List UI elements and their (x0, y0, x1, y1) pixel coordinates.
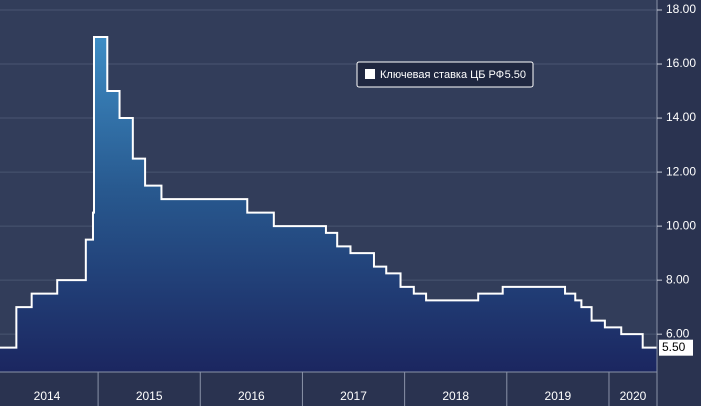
x-tick-label: 2020 (620, 389, 647, 403)
x-tick-label: 2017 (340, 389, 367, 403)
last-value-box (659, 339, 693, 356)
x-tick-label: 2018 (442, 389, 469, 403)
legend: Ключевая ставка ЦБ РФ 5.50 (356, 61, 534, 88)
x-tick-label: 2014 (34, 389, 61, 403)
y-tick-label: 18.00 (666, 2, 696, 16)
legend-label: Ключевая ставка ЦБ РФ (380, 69, 504, 81)
line (0, 36, 657, 349)
legend-box (356, 61, 534, 88)
y-tick-label: 16.00 (666, 56, 696, 70)
y-tick-label: 10.00 (666, 218, 696, 232)
x-tick-label: 2019 (545, 389, 572, 403)
plot (0, 36, 657, 373)
y-tick-label: 14.00 (666, 110, 696, 124)
y-tick-label: 8.00 (666, 272, 690, 286)
legend-value: 5.50 (505, 69, 526, 81)
x-tick-label: 2016 (238, 389, 265, 403)
last-value-label: 5.50 (662, 340, 686, 354)
area (0, 37, 657, 373)
x-axis-strip (0, 372, 657, 406)
y-tick-label: 12.00 (666, 164, 696, 178)
legend-swatch (365, 69, 375, 79)
y-tick-label: 6.00 (666, 326, 690, 340)
y-axis-strip (657, 0, 701, 406)
x-tick-label: 2015 (136, 389, 163, 403)
